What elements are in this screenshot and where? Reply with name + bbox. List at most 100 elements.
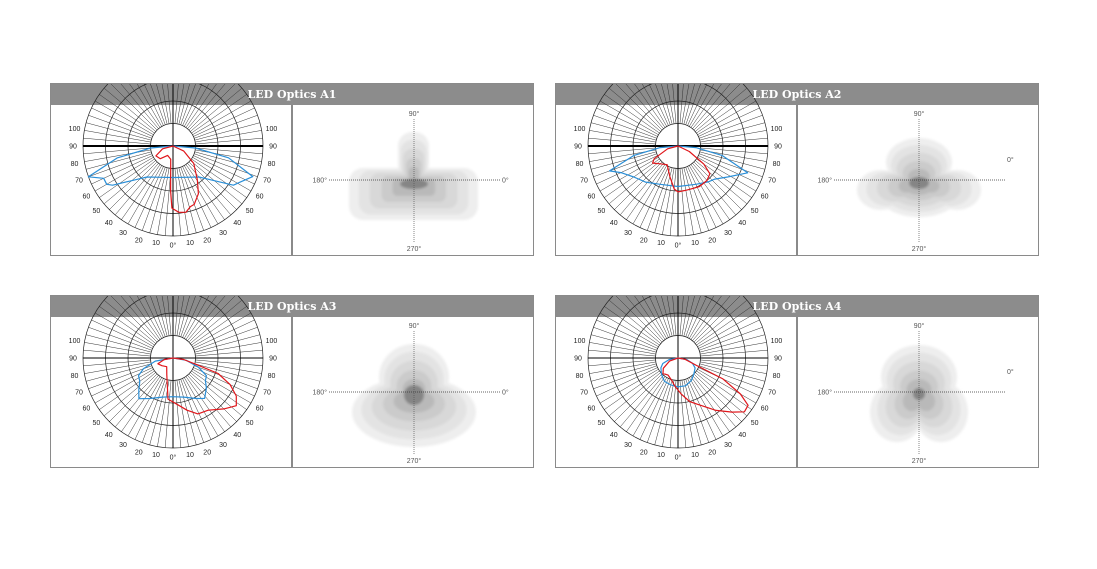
grid-spoke <box>194 326 258 351</box>
grid-spoke <box>86 151 152 170</box>
grid-spoke <box>626 164 666 220</box>
grid-spoke <box>661 296 673 337</box>
grid-spoke <box>195 147 263 155</box>
grid-spoke <box>103 372 156 417</box>
grid-spoke <box>194 365 258 390</box>
grid-spoke <box>192 369 252 404</box>
grid-spoke <box>176 296 185 336</box>
isolux-label-180: 180° <box>313 177 328 185</box>
grid-spoke <box>167 296 172 336</box>
grid-spoke <box>150 84 166 125</box>
grid-spoke <box>192 100 252 135</box>
grid-spoke <box>588 147 656 155</box>
grid-spoke <box>191 306 247 346</box>
grid-spoke <box>697 312 757 347</box>
polar-angle-label: 90 <box>774 144 782 151</box>
grid-spoke <box>185 376 225 432</box>
grid-spoke <box>184 84 210 127</box>
polar-angle-label: 60 <box>761 194 769 201</box>
grid-spoke <box>129 84 161 128</box>
grid-spoke <box>697 100 757 135</box>
grid-spoke <box>188 84 236 131</box>
grid-spoke <box>641 296 667 339</box>
grid-spoke <box>683 379 702 445</box>
grid-spoke <box>615 84 663 131</box>
polar-angle-label: 50 <box>597 420 605 427</box>
grid-spoke <box>693 296 741 343</box>
grid-spoke <box>599 157 659 192</box>
grid-spoke <box>194 122 260 141</box>
polar-angle-label: 90 <box>774 356 782 363</box>
grid-spoke <box>696 370 752 410</box>
grid-spoke <box>127 377 162 437</box>
grid-spoke <box>185 296 217 340</box>
polar-angle-label: 20 <box>203 237 211 244</box>
grid-spoke <box>109 161 158 210</box>
grid-spoke <box>698 319 760 349</box>
grid-spoke <box>178 379 197 445</box>
grid-spoke <box>187 84 226 129</box>
grid-spoke <box>696 306 752 346</box>
grid-spoke <box>195 349 263 357</box>
polar-angle-label: 80 <box>576 161 584 168</box>
grid-spoke <box>588 137 656 145</box>
polar-grid <box>587 84 769 237</box>
grid-spoke <box>88 326 152 351</box>
panel-title: LED Optics A4 <box>752 300 842 313</box>
polar-angle-label: 40 <box>233 432 241 439</box>
grid-spoke <box>193 107 255 137</box>
grid-spoke <box>88 365 152 390</box>
grid-spoke <box>666 84 675 124</box>
polar-angle-label: 90 <box>269 356 277 363</box>
grid-spoke <box>176 380 189 447</box>
grid-spoke <box>697 157 757 192</box>
polar-angle-label: 70 <box>768 390 776 397</box>
polar-angle-label: 0° <box>675 454 682 462</box>
grid-spoke <box>178 296 190 337</box>
isolux-label-0: 0° <box>1007 156 1014 164</box>
grid-spoke <box>593 326 657 351</box>
grid-spoke <box>188 296 236 343</box>
polar-angle-label: 100 <box>266 338 278 345</box>
isolux-label-270: 270° <box>912 245 927 253</box>
grid-spoke <box>149 379 168 445</box>
grid-spoke <box>94 100 154 135</box>
polar-angle-label: 40 <box>738 220 746 227</box>
grid-spoke <box>110 84 158 131</box>
grid-spoke <box>604 158 660 198</box>
polar-angle-label: 70 <box>75 178 83 185</box>
grid-spoke <box>654 379 673 445</box>
grid-spoke <box>588 349 656 357</box>
grid-spoke <box>84 130 151 143</box>
polar-angle-label: 90 <box>574 144 582 151</box>
polar-angle-label: 100 <box>69 126 81 133</box>
grid-spoke <box>194 151 260 170</box>
grid-spoke <box>178 167 197 233</box>
polar-angle-label: 80 <box>576 373 584 380</box>
grid-spoke <box>655 296 671 337</box>
polar-angle-label: 20 <box>640 449 648 456</box>
isolux-diagram: 90° 180° 0° 270° <box>313 110 509 253</box>
grid-spoke <box>662 380 675 447</box>
grid-spoke <box>99 94 155 134</box>
grid-spoke <box>129 296 161 340</box>
grid-spoke <box>669 380 677 448</box>
grid-spoke <box>83 359 151 367</box>
grid-spoke <box>695 299 748 344</box>
grid-spoke <box>646 379 671 443</box>
grid-spoke <box>685 296 701 337</box>
grid-spoke <box>698 155 760 185</box>
curve-c0-180 <box>87 145 254 186</box>
grid-spoke <box>103 87 156 132</box>
polar-angle-label: 90 <box>269 144 277 151</box>
grid-spoke <box>626 376 666 432</box>
polar-angle-label: 100 <box>771 126 783 133</box>
polar-angle-label: 100 <box>266 126 278 133</box>
grid-spoke <box>696 94 752 134</box>
grid-spoke <box>190 299 243 344</box>
isolux-diagram: 90° 180° 0° 270° <box>818 110 1014 253</box>
grid-spoke <box>681 168 694 235</box>
polar-angle-label: 10 <box>152 452 160 459</box>
polar-grid <box>82 296 264 449</box>
